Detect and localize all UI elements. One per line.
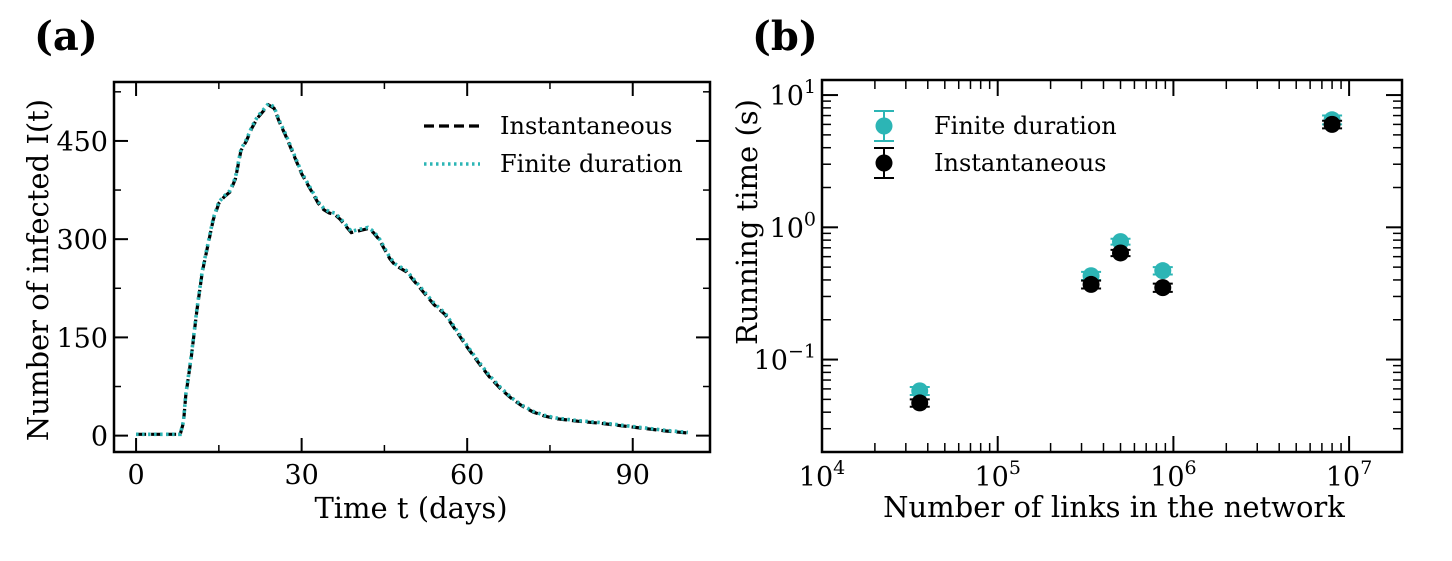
panel-a-chart: 0 30 60 90 0 150 300 450 Instantaneous Finite dur… — [56, 80, 712, 491]
panel-a-ytick-label: 0 — [91, 422, 108, 453]
panel-b-ytick-label: 10−1 — [754, 341, 816, 377]
panel-a-legend-label: Finite duration — [500, 150, 683, 178]
panel-b-ylabel: Running time (s) — [730, 99, 764, 345]
panel-b-point-finite-duration — [1154, 262, 1172, 280]
panel-a-frame — [112, 80, 712, 454]
panel-a-label: (a) — [34, 13, 98, 60]
panel-b-xtick-label: 106 — [1150, 457, 1196, 493]
panel-b-legend-label: Instantaneous — [934, 149, 1107, 177]
panel-b-xtick-label: 107 — [1326, 457, 1372, 493]
panel-a-xtick-label: 0 — [127, 460, 144, 491]
panel-a-xtick-label: 90 — [616, 460, 650, 491]
panel-a-xtick-label: 30 — [284, 460, 318, 491]
panel-a-legend-label: Instantaneous — [500, 112, 673, 140]
panel-b-frame — [820, 78, 1404, 454]
panel-b-legend-label: Finite duration — [934, 112, 1117, 140]
panel-b-legend-marker — [875, 117, 893, 135]
panel-a-xlabel: Time t (days) — [314, 491, 507, 525]
panel-b-point-instantaneous — [911, 394, 929, 412]
panel-b-point-instantaneous — [1112, 244, 1130, 262]
panel-b-ytick-label: 100 — [770, 208, 816, 244]
panel-b-legend-marker — [875, 154, 893, 172]
panel-a-series-line-instantaneous — [136, 102, 689, 436]
panel-a-xtick-label: 60 — [450, 460, 484, 491]
panel-b-point-instantaneous — [1323, 115, 1341, 133]
panel-a-series-line-finite-duration — [136, 101, 689, 437]
panel-a-ytick-label: 450 — [56, 127, 108, 158]
panel-b-point-finite-duration — [911, 382, 929, 400]
panel-b-xtick-label: 105 — [974, 457, 1020, 493]
panel-a-ylabel: Number of infected I(t) — [21, 99, 55, 441]
panel-b-xtick-label: 104 — [799, 457, 845, 493]
panel-b-xlabel: Number of links in the network — [883, 490, 1345, 524]
panel-a-ytick-label: 150 — [56, 323, 108, 354]
panel-b-point-instantaneous — [1082, 275, 1100, 293]
panel-b-chart: 104 105 106 107 10−1 100 101 Finite duration Ins… — [754, 76, 1404, 493]
panel-b-point-instantaneous — [1154, 279, 1172, 297]
panel-b-label: (b) — [752, 13, 818, 60]
panel-b-ytick-label: 101 — [770, 76, 816, 112]
panel-a-ytick-label: 300 — [56, 225, 108, 256]
